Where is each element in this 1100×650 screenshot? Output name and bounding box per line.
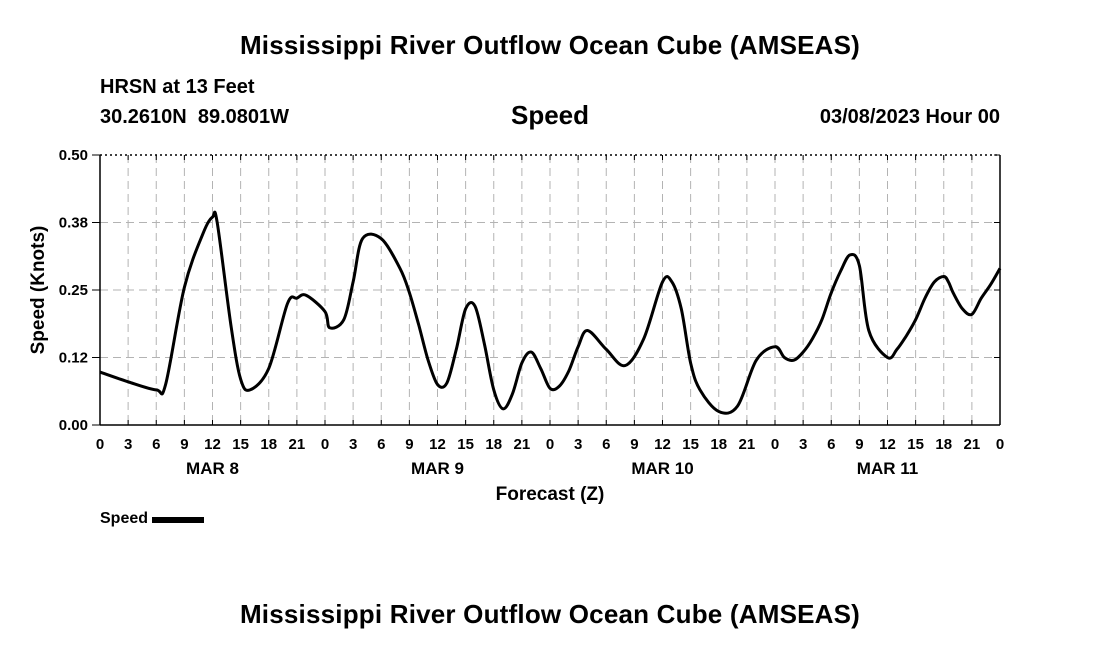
x-tick-label: 21 <box>289 436 306 453</box>
legend-line-swatch <box>152 517 205 523</box>
x-tick-label: 9 <box>855 436 863 453</box>
y-tick-label: 0.25 <box>59 282 88 299</box>
day-label: MAR 10 <box>631 459 693 478</box>
speed-series-line <box>99 210 1002 415</box>
x-tick-label: 15 <box>682 436 699 453</box>
x-tick-label: 0 <box>96 436 104 453</box>
legend-label: Speed <box>100 510 149 527</box>
x-tick-label: 21 <box>514 436 531 453</box>
x-tick-label: 6 <box>377 436 385 453</box>
x-tick-label: 3 <box>574 436 582 453</box>
x-tick-label: 21 <box>964 436 981 453</box>
x-tick-label: 12 <box>879 436 896 453</box>
x-tick-label: 6 <box>152 436 160 453</box>
x-tick-label: 15 <box>457 436 474 453</box>
y-axis-title: Speed (Knots) <box>28 226 49 355</box>
y-tick-label: 0.50 <box>59 147 88 164</box>
x-tick-label: 0 <box>996 436 1004 453</box>
x-tick-label: 0 <box>546 436 554 453</box>
x-tick-label: 3 <box>349 436 357 453</box>
footer-title: Mississippi River Outflow Ocean Cube (AM… <box>239 599 861 629</box>
coordinates-label: 30.2610N 89.0801W <box>100 106 290 128</box>
y-tick-label: 0.12 <box>59 350 88 367</box>
x-tick-label: 12 <box>654 436 671 453</box>
series <box>99 210 1002 415</box>
x-tick-label: 9 <box>405 436 413 453</box>
y-tick-label: 0.00 <box>59 417 88 434</box>
x-tick-label: 18 <box>710 436 727 453</box>
x-tick-label: 15 <box>907 436 924 453</box>
x-tick-label: 9 <box>180 436 188 453</box>
axes <box>92 154 1001 426</box>
datetime-label: 03/08/2023 Hour 00 <box>819 106 1000 128</box>
x-tick-label: 12 <box>429 436 446 453</box>
chart-main-title: Mississippi River Outflow Ocean Cube (AM… <box>239 30 861 60</box>
day-label: MAR 11 <box>857 459 918 478</box>
grid <box>100 155 1000 425</box>
x-tick-label: 18 <box>485 436 502 453</box>
axis-labels: 0 3 6 9 12 15 18 21 0 3 6 9 12 15 18 21 0 3 6 9 12 15 18 21 0 3 6 9… <box>28 147 1004 505</box>
x-tick-label: 6 <box>827 436 835 453</box>
day-label: MAR 8 <box>186 459 239 478</box>
x-tick-label: 3 <box>799 436 807 453</box>
y-tick-label: 0.38 <box>59 215 88 232</box>
x-tick-label: 15 <box>232 436 249 453</box>
x-tick-label: 21 <box>739 436 756 453</box>
x-tick-label: 18 <box>260 436 277 453</box>
x-tick-label: 0 <box>771 436 779 453</box>
x-tick-label: 18 <box>935 436 952 453</box>
x-tick-label: 3 <box>124 436 132 453</box>
station-label: HRSN at 13 Feet <box>100 76 255 98</box>
x-tick-label: 9 <box>630 436 638 453</box>
variable-title: Speed <box>510 100 590 130</box>
x-tick-label: 0 <box>321 436 329 453</box>
x-tick-label: 12 <box>204 436 221 453</box>
legend: Speed <box>100 510 205 528</box>
x-tick-label: 6 <box>602 436 610 453</box>
day-label: MAR 9 <box>411 459 464 478</box>
x-axis-title: Forecast (Z) <box>496 484 605 505</box>
